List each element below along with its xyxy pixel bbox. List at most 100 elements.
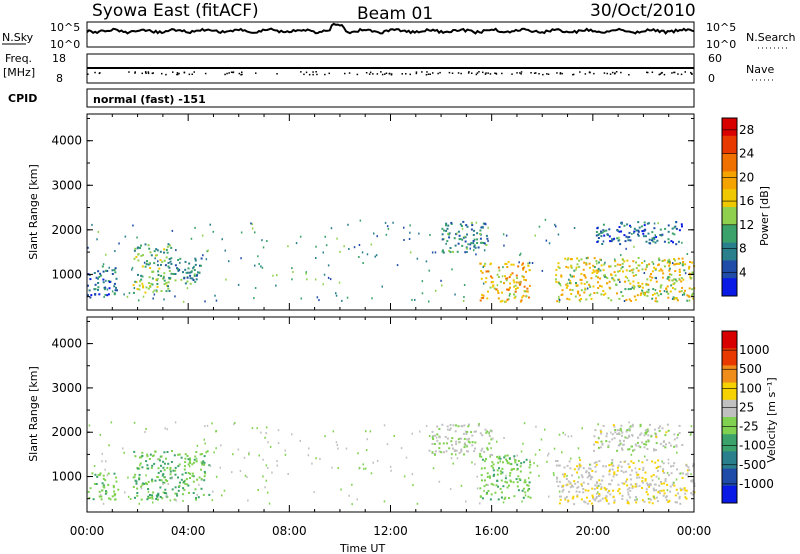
power-echo-cell — [462, 300, 465, 302]
power-echo-cell — [570, 265, 573, 268]
velocity-echo-cell — [680, 472, 682, 475]
power-echo-cell — [250, 222, 252, 225]
velocity-echo-cell — [684, 489, 687, 492]
power-echo-cell — [451, 268, 453, 271]
velocity-echo-cell — [287, 473, 289, 475]
power-echo-cell — [519, 282, 522, 285]
power-echo-cell — [566, 297, 569, 300]
power-echo-cell — [157, 274, 160, 276]
power-echo-cell — [608, 280, 611, 283]
nave-point — [226, 72, 228, 75]
velocity-echo-cell — [664, 480, 667, 483]
velocity-echo-cell — [613, 471, 616, 474]
power-echo-cell — [575, 284, 578, 287]
power-echo-cell — [613, 279, 616, 282]
power-echo-cell — [502, 266, 504, 269]
power-echo-cell — [498, 269, 501, 272]
velocity-echo-cell — [657, 491, 660, 494]
nave-point — [178, 72, 180, 75]
power-echo-cell — [198, 271, 201, 274]
velocity-echo-cell — [616, 466, 619, 469]
velocity-echo-cell — [568, 490, 571, 493]
power-echo-cell — [489, 263, 492, 266]
power-echo-cell — [666, 261, 669, 264]
velocity-echo-cell — [276, 464, 278, 467]
power-echo-cell — [684, 263, 687, 266]
velocity-echo-cell — [496, 473, 499, 476]
power-echo-cell — [506, 298, 509, 301]
power-echo-cell — [569, 288, 572, 291]
power-echo-cell — [688, 299, 691, 302]
velocity-echo-cell — [196, 444, 199, 447]
velocity-echo-cell — [485, 458, 487, 461]
velocity-echo-cell — [211, 422, 213, 425]
power-echo-cell — [162, 277, 164, 280]
velocity-echo-cell — [96, 475, 99, 478]
power-echo-cell — [595, 231, 598, 233]
power-echo-cell — [652, 288, 655, 291]
velocity-echo-cell — [658, 477, 660, 480]
power-echo-cell — [528, 261, 531, 264]
velocity-echo-cell — [145, 482, 147, 485]
velocity-echo-cell — [571, 474, 574, 477]
velocity-colorbar-tick: 1000 — [739, 343, 770, 357]
velocity-echo-cell — [147, 488, 150, 490]
velocity-echo-cell — [508, 474, 511, 477]
velocity-echo-cell — [669, 485, 672, 488]
power-echo-cell — [631, 233, 633, 235]
velocity-echo-cell — [138, 467, 141, 470]
power-echo-cell — [151, 277, 154, 280]
power-echo-cell — [561, 289, 564, 292]
power-echo-cell — [207, 249, 209, 252]
velocity-echo-cell — [425, 425, 428, 427]
velocity-echo-cell — [436, 425, 439, 428]
power-echo-cell — [585, 298, 588, 301]
power-echo-cell — [681, 241, 683, 244]
power-echo-cell — [654, 300, 657, 303]
power-echo-cell — [473, 238, 476, 241]
velocity-echo-cell — [621, 448, 624, 451]
velocity-echo-cell — [189, 459, 192, 462]
power-echo-cell — [545, 239, 548, 242]
power-echo-cell — [177, 269, 180, 272]
velocity-echo-cell — [591, 487, 594, 490]
velocity-echo-cell — [483, 467, 486, 470]
power-echo-cell — [144, 291, 147, 294]
power-echo-cell — [102, 263, 105, 266]
nave-point — [660, 72, 663, 74]
power-echo-cell — [375, 254, 378, 257]
nave-point — [380, 71, 382, 73]
power-echo-cell — [668, 279, 671, 282]
power-echo-cell — [445, 242, 447, 245]
velocity-echo-cell — [609, 468, 612, 471]
power-echo-cell — [586, 281, 589, 284]
power-echo-cell — [484, 281, 487, 284]
power-echo-cell — [675, 297, 678, 299]
velocity-echo-cell — [487, 489, 490, 492]
velocity-echo-cell — [145, 460, 148, 463]
power-echo-cell — [476, 242, 479, 244]
velocity-echo-cell — [516, 463, 519, 466]
velocity-echo-cell — [477, 424, 480, 427]
power-echo-cell — [554, 278, 557, 281]
power-echo-cell — [523, 285, 526, 288]
velocity-echo-cell — [481, 447, 484, 450]
velocity-echo-cell — [188, 491, 190, 494]
velocity-echo-cell — [445, 450, 448, 453]
power-echo-cell — [88, 289, 91, 292]
nave-point — [671, 72, 673, 74]
velocity-echo-cell — [564, 498, 567, 501]
power-echo-cell — [459, 223, 462, 226]
power-echo-cell — [643, 229, 646, 232]
velocity-echo-cell — [138, 502, 140, 505]
power-echo-cell — [659, 228, 662, 231]
velocity-echoes — [87, 421, 696, 506]
nave-point — [384, 73, 386, 75]
power-echo-cell — [469, 247, 471, 250]
nave-point — [451, 72, 454, 74]
velocity-echo-cell — [561, 473, 564, 476]
power-echo-cell — [131, 266, 134, 269]
power-y-label: Slant Range [km] — [27, 164, 40, 260]
power-echo-cell — [629, 288, 632, 290]
velocity-echo-cell — [619, 461, 622, 463]
